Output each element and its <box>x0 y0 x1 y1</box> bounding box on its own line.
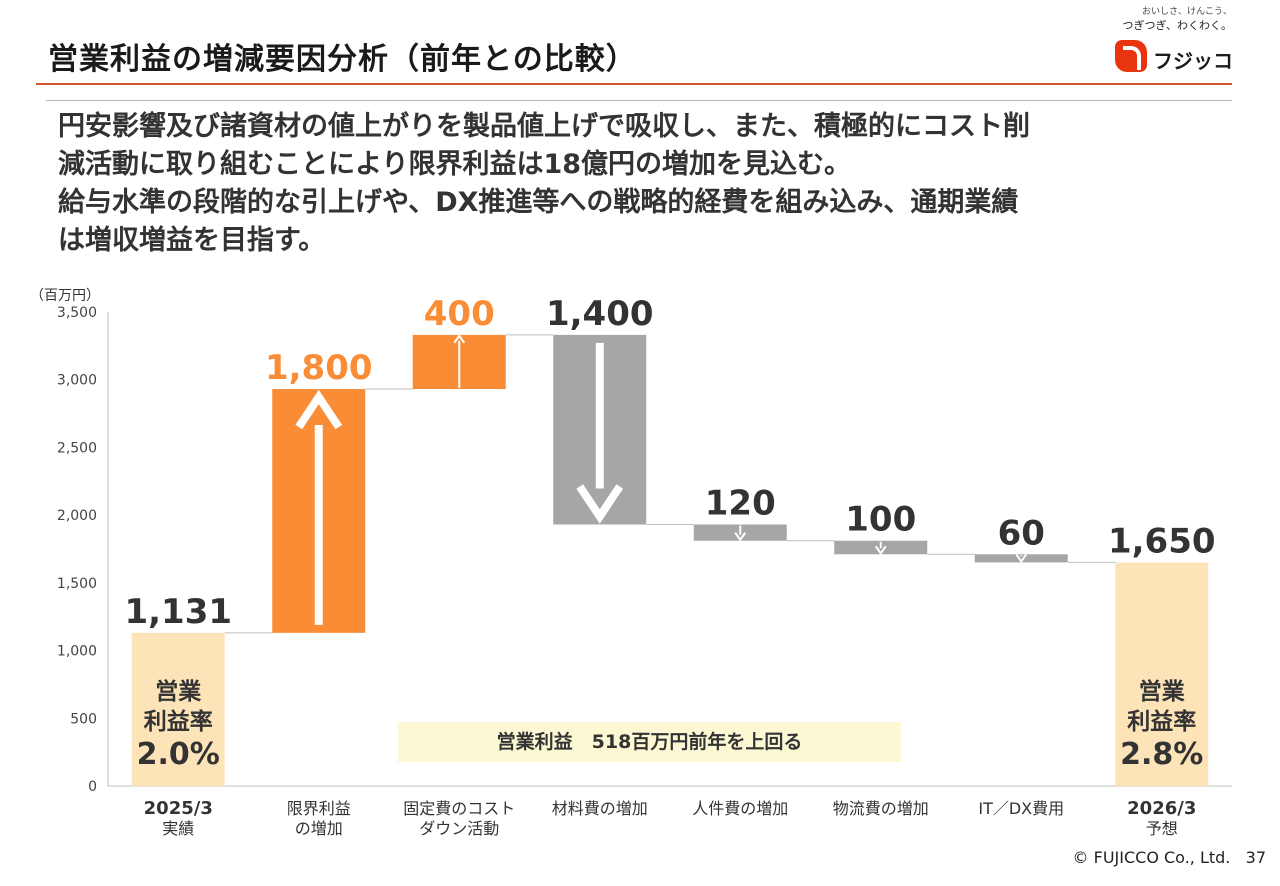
y-tick-label: 3,000 <box>57 373 97 389</box>
page-number: 37 <box>1245 848 1266 867</box>
margin-left-title-2: 利益率 <box>143 709 213 735</box>
logo-mark-icon <box>1115 40 1147 72</box>
margin-right-value: 2.8% <box>1120 737 1204 772</box>
x-tick-label: 材料費の増加 <box>552 799 648 818</box>
margin-right-title-1: 営業 <box>1138 679 1185 705</box>
y-axis-unit: （百万円） <box>30 288 100 304</box>
margin-right-label: 営業 利益率 2.8% <box>1115 677 1209 773</box>
data-label: 1,800 <box>265 348 373 388</box>
y-tick-label: 3,500 <box>57 305 97 321</box>
x-tick-label: IT／DX費用 <box>978 799 1064 818</box>
y-tick-label: 1,500 <box>57 576 97 592</box>
x-tick-label: 人件費の増加 <box>692 799 788 818</box>
page-title: 営業利益の増減要因分析（前年との比較） <box>48 42 637 77</box>
x-tick-label: 限界利益 <box>287 799 351 818</box>
margin-right-title-2: 利益率 <box>1127 709 1197 735</box>
arrow-down-icon <box>1015 553 1028 564</box>
copyright-text: © FUJICCO Co., Ltd. <box>1072 848 1231 867</box>
data-label: 1,400 <box>546 294 654 334</box>
data-label: 1,650 <box>1108 522 1216 562</box>
bar <box>974 554 1068 563</box>
tagline-line2: つぎつぎ、わくわく。 <box>1122 19 1232 32</box>
data-label: 400 <box>424 294 495 334</box>
lead-line-4: は増収増益を目指す。 <box>58 225 326 256</box>
lead-line-2: 減活動に取り組むことにより限界利益は18億円の増加を見込む。 <box>58 149 852 180</box>
tagline-line1: おいしさ、けんこう、 <box>1141 7 1232 17</box>
bar <box>1115 562 1209 786</box>
data-label: 1,131 <box>124 592 232 632</box>
arrow-down-icon <box>734 532 747 542</box>
copyright: © FUJICCO Co., Ltd. 37 <box>1073 848 1266 867</box>
x-tick-label: 2025/3 <box>144 798 213 819</box>
x-tick-label: の増加 <box>295 819 343 838</box>
annotation-box: 営業利益 518百万円前年を上回る <box>398 722 901 762</box>
data-label: 100 <box>845 500 916 540</box>
margin-left-value: 2.0% <box>136 737 220 772</box>
margin-left-title-1: 営業 <box>155 679 202 705</box>
lead-text: 円安影響及び諸資材の値上がりを製品値上げで吸収し、また、積極的にコスト削 減活動… <box>58 108 1228 260</box>
x-tick-label: ダウン活動 <box>419 819 499 838</box>
title-subrule <box>46 100 1232 101</box>
arrow-up-icon <box>295 389 343 430</box>
bar <box>131 632 225 786</box>
arrow-up-icon <box>453 334 466 344</box>
lead-line-3: 給与水準の段階的な引上げや、DX推進等への戦略的経費を組み込み、通期業績 <box>58 187 1019 218</box>
y-tick-label: 0 <box>88 779 97 795</box>
tagline: おいしさ、けんこう、 つぎつぎ、わくわく。 <box>1112 6 1232 32</box>
lead-line-1: 円安影響及び諸資材の値上がりを製品値上げで吸収し、また、積極的にコスト削 <box>58 111 1030 142</box>
arrow-down-icon <box>576 484 624 524</box>
x-tick-label: 固定費のコスト <box>403 799 515 818</box>
y-tick-label: 2,000 <box>57 508 97 524</box>
margin-left-label: 営業 利益率 2.0% <box>131 677 225 773</box>
title-rule <box>36 83 1232 85</box>
x-tick-label: 2026/3 <box>1127 798 1196 819</box>
data-label: 60 <box>998 513 1045 553</box>
arrow-down-icon <box>874 545 887 556</box>
x-tick-label: 物流費の増加 <box>833 799 929 818</box>
y-tick-label: 500 <box>70 711 97 727</box>
logo-text: フジッコ <box>1153 49 1233 73</box>
x-tick-label: 実績 <box>162 819 194 838</box>
x-tick-label: 予想 <box>1146 819 1178 838</box>
data-label: 120 <box>705 483 776 523</box>
company-logo: フジッコ <box>1115 40 1235 74</box>
y-tick-label: 2,500 <box>57 440 97 456</box>
y-tick-label: 1,000 <box>57 644 97 660</box>
